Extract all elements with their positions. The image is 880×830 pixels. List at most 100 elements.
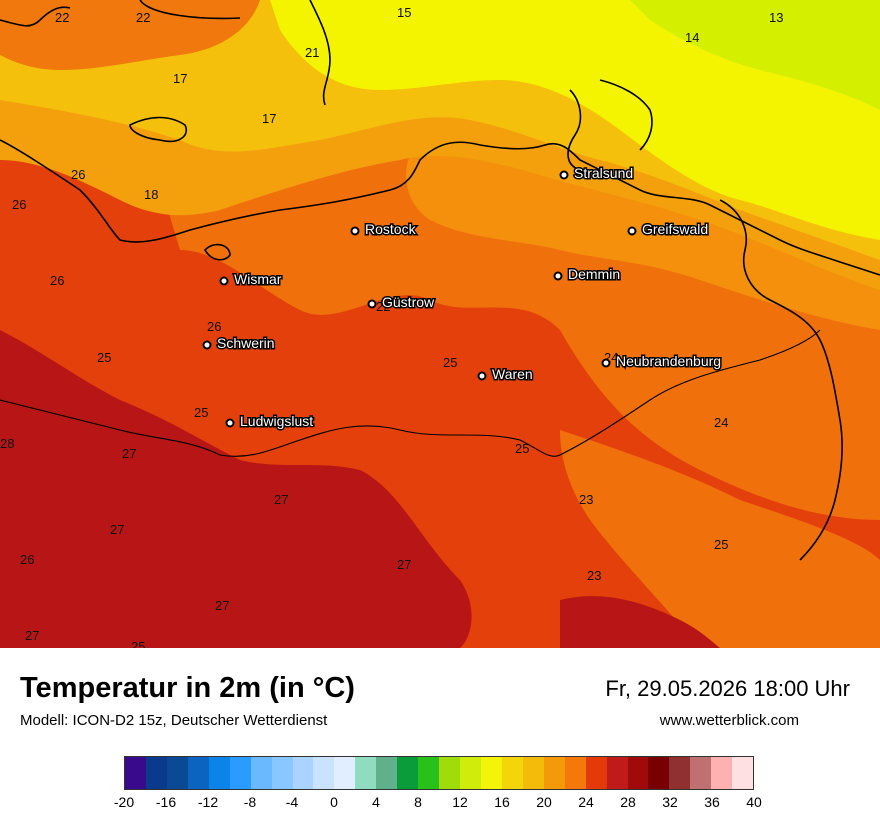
legend-swatch	[250, 757, 272, 789]
isotherm-label: 26	[20, 552, 34, 567]
temp-field-darkred-south	[560, 596, 720, 648]
isotherm-label: 13	[769, 10, 783, 25]
legend-swatch	[669, 757, 691, 789]
coastline	[0, 0, 880, 561]
city-guestrow: Güstrow	[367, 293, 437, 312]
isotherm-labels: 22 22 15 21 13 14 17 17 26 18 26 26 26 2…	[0, 5, 783, 648]
legend-swatch	[439, 757, 460, 789]
isotherm-label: 22	[55, 10, 69, 25]
legend-swatch	[480, 757, 502, 789]
legend-swatch	[187, 757, 209, 789]
legend-tick-label: -8	[243, 794, 257, 810]
city-label: Rostock	[365, 221, 417, 237]
isotherm-label: 25	[194, 405, 208, 420]
isotherm-label: 15	[397, 5, 411, 20]
isotherm-label: 23	[579, 492, 593, 507]
legend-tick-label: -12	[197, 794, 219, 810]
legend-tick-label: 40	[746, 794, 762, 810]
legend-tick-label: -4	[285, 794, 299, 810]
legend-swatch	[125, 757, 146, 789]
model-subtitle: Modell: ICON-D2 15z, Deutscher Wetterdie…	[20, 712, 328, 729]
isotherm-label: 26	[71, 167, 85, 182]
city-greifswald: Greifswald	[627, 220, 710, 239]
legend-tick-label: -16	[155, 794, 177, 810]
legend-swatch	[585, 757, 607, 789]
city-ludwigslust: Ludwigslust	[225, 412, 315, 431]
legend-tick-label: 32	[662, 794, 678, 810]
isotherm-label: 14	[685, 30, 699, 45]
temp-field-lime	[630, 0, 880, 110]
isotherm-label: 27	[274, 492, 288, 507]
temp-field-lightorange	[406, 140, 880, 330]
isotherm-label: 18	[144, 187, 158, 202]
legend-swatch	[648, 757, 670, 789]
legend-swatch	[418, 757, 440, 789]
city-demmin: Demmin	[553, 265, 622, 284]
legend-tick-label: 28	[620, 794, 636, 810]
legend-swatch	[543, 757, 565, 789]
legend-tick-label: 20	[536, 794, 552, 810]
isotherm-label: 27	[25, 628, 39, 643]
legend-swatch	[355, 757, 377, 789]
map-title: Temperatur in 2m (in °C)	[20, 672, 355, 704]
forecast-datetime: Fr, 29.05.2026 18:00 Uhr	[605, 676, 850, 701]
legend-tick-label: 36	[704, 794, 720, 810]
isotherm-label: 25	[714, 537, 728, 552]
isotherm-label: 25	[131, 639, 145, 648]
legend-tick-label: 24	[578, 794, 594, 810]
city-label: Neubrandenburg	[616, 353, 721, 369]
legend-swatch	[208, 757, 230, 789]
temp-field-darkred-west	[0, 330, 472, 648]
color-legend	[124, 756, 754, 790]
legend-swatch	[711, 757, 733, 789]
legend-swatch	[522, 757, 544, 789]
footer: Temperatur in 2m (in °C) Modell: ICON-D2…	[0, 648, 880, 830]
isotherm-label: 24	[714, 415, 728, 430]
legend-swatch	[271, 757, 293, 789]
isotherm-label: 22	[136, 10, 150, 25]
isotherm-label: 17	[262, 111, 276, 126]
legend-swatch	[376, 757, 398, 789]
isotherm-label: 25	[443, 355, 457, 370]
legend-swatch	[334, 757, 356, 789]
legend-swatch	[229, 757, 251, 789]
legend-swatch	[166, 757, 188, 789]
city-stralsund: Stralsund	[559, 164, 635, 183]
legend-swatch	[690, 757, 712, 789]
legend-swatch	[145, 757, 167, 789]
legend-swatch	[460, 757, 481, 789]
legend-swatch	[397, 757, 419, 789]
legend-swatch	[313, 757, 335, 789]
isotherm-label: 27	[122, 446, 136, 461]
isotherm-label: 28	[0, 436, 14, 451]
city-neubrandenburg: Neubrandenburg	[601, 352, 723, 371]
isotherm-label: 22	[376, 299, 390, 314]
city-label: Güstrow	[382, 294, 435, 310]
temp-field-darkgold	[0, 100, 880, 290]
legend-swatch	[606, 757, 628, 789]
city-label: Schwerin	[217, 335, 275, 351]
city-wismar: Wismar	[219, 270, 283, 289]
legend-tick-label: -20	[113, 794, 135, 810]
city-rostock: Rostock	[350, 220, 418, 239]
city-label: Ludwigslust	[240, 413, 313, 429]
city-waren: Waren	[477, 365, 534, 384]
isotherm-label: 26	[50, 273, 64, 288]
legend-tick-label: 4	[372, 794, 380, 810]
city-label: Waren	[492, 366, 533, 382]
city-label: Greifswald	[642, 221, 708, 237]
legend-swatch	[292, 757, 314, 789]
temp-field-orange-east	[560, 430, 880, 648]
legend-swatch	[501, 757, 523, 789]
isotherm-label: 25	[515, 441, 529, 456]
legend-tick-label: 16	[494, 794, 510, 810]
site-url: www.wetterblick.com	[659, 712, 799, 729]
city-label: Wismar	[234, 271, 282, 287]
isotherm-label: 26	[207, 319, 221, 334]
legend-tick-label: 8	[414, 794, 422, 810]
city-schwerin: Schwerin	[202, 334, 276, 353]
isotherm-label: 21	[305, 45, 319, 60]
city-label: Stralsund	[574, 165, 633, 181]
legend-swatch	[732, 757, 754, 789]
city-label: Demmin	[568, 266, 620, 282]
